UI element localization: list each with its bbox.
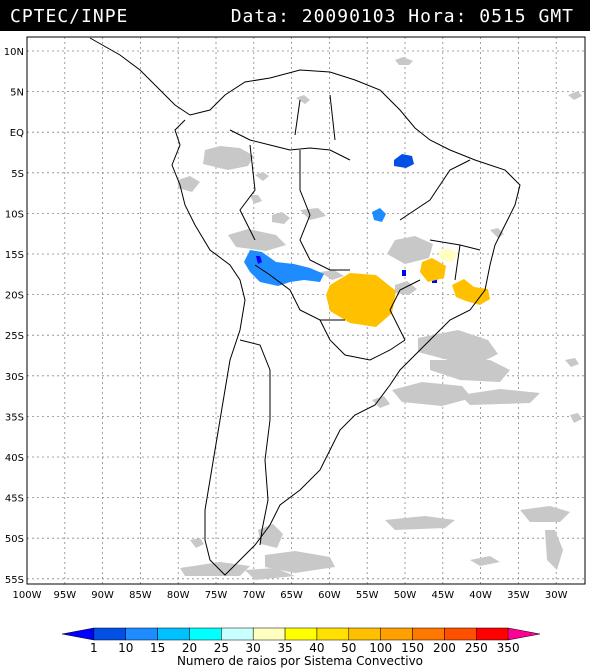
lat-label: 45S	[5, 494, 24, 505]
legend-color-box	[412, 627, 445, 641]
legend-tick-label: 40	[309, 641, 324, 655]
legend-color-box	[157, 627, 190, 641]
legend-color-box	[252, 627, 286, 641]
legend-color-box	[476, 627, 509, 641]
legend-tick-label: 250	[465, 641, 488, 655]
lon-label: 40W	[469, 590, 492, 601]
legend-color-box	[189, 627, 222, 641]
datetime-label: Data: 20090103 Hora: 0515 GMT	[230, 6, 574, 27]
graticule	[27, 37, 585, 584]
legend-tick-label: 30	[246, 641, 261, 655]
coastlines-borders	[89, 37, 521, 576]
lat-label: 35S	[5, 412, 24, 423]
convective-clouds	[178, 57, 582, 580]
lat-label: 15S	[5, 250, 24, 261]
lat-label: EQ	[10, 128, 24, 139]
lon-label: 50W	[394, 590, 417, 601]
lat-label: 30S	[5, 372, 24, 383]
source-label: CPTEC/INPE	[10, 6, 129, 27]
lon-label: 35W	[507, 590, 530, 601]
lat-label: 10S	[5, 209, 24, 220]
legend-tick-label: 150	[401, 641, 424, 655]
lon-label: 70W	[242, 590, 265, 601]
lat-label: 5S	[11, 169, 24, 180]
legend-tick-label: 20	[182, 641, 197, 655]
legend-tick-label: 100	[369, 641, 392, 655]
lon-label: 85W	[129, 590, 152, 601]
legend-caption: Numero de raios por Sistema Convectivo	[176, 654, 424, 668]
legend-color-box	[284, 627, 318, 641]
lat-label: 55S	[5, 575, 24, 586]
legend-color-bar	[61, 627, 541, 641]
lon-label: 30W	[545, 590, 568, 601]
lon-label: 80W	[167, 590, 190, 601]
legend-color-box	[348, 627, 381, 641]
lon-label: 95W	[53, 590, 76, 601]
legend-color-box	[93, 627, 126, 641]
legend-color-box	[61, 627, 95, 641]
legend-tick-label: 15	[150, 641, 165, 655]
legend-tick-label: 10	[118, 641, 133, 655]
lat-label: 10N	[4, 47, 24, 58]
lat-label: 5N	[10, 88, 24, 99]
lat-label: 50S	[5, 534, 24, 545]
legend-tick-label: 35	[277, 641, 292, 655]
legend-color-box	[125, 627, 158, 641]
legend-color-box	[444, 627, 477, 641]
lat-label: 25S	[5, 331, 24, 342]
latitude-labels: 10N 5N EQ 5S 10S 15S 20S 25S 30S 35S 40S 45S 50S 55S	[4, 47, 24, 586]
lon-label: 60W	[318, 590, 341, 601]
legend-color-box	[221, 627, 254, 641]
lightning-cells	[244, 154, 490, 327]
lon-label: 75W	[205, 590, 228, 601]
legend-tick-labels: 1 10 15 20 25 30 35 40 50 100 150 200 250 350	[90, 641, 520, 655]
longitude-labels: 100W 95W 90W 85W 80W 75W 70W 65W 60W 55W 50W 45W 40W…	[13, 590, 568, 601]
lon-label: 55W	[356, 590, 379, 601]
legend-color-box	[507, 627, 541, 641]
legend-tick-label: 50	[341, 641, 356, 655]
legend-tick-label: 350	[497, 641, 520, 655]
legend-color-box	[316, 627, 350, 641]
lat-label: 40S	[5, 453, 24, 464]
lon-label: 90W	[91, 590, 114, 601]
legend-tick-label: 200	[433, 641, 456, 655]
map-header: CPTEC/INPE Data: 20090103 Hora: 0515 GMT	[0, 0, 590, 31]
legend-tick-label: 25	[214, 641, 229, 655]
legend-color-box	[380, 627, 413, 641]
lon-label: 45W	[431, 590, 454, 601]
color-legend: 1 10 15 20 25 30 35 40 50 100 150 200 250 350	[61, 627, 541, 655]
legend-tick-label: 1	[90, 641, 98, 655]
lon-label: 100W	[13, 590, 42, 601]
lightning-map: 10N5NEQ5S10S15S20S25S30S35S40S45S50S55S …	[4, 36, 586, 601]
lon-label: 65W	[280, 590, 303, 601]
lat-label: 20S	[5, 291, 24, 302]
